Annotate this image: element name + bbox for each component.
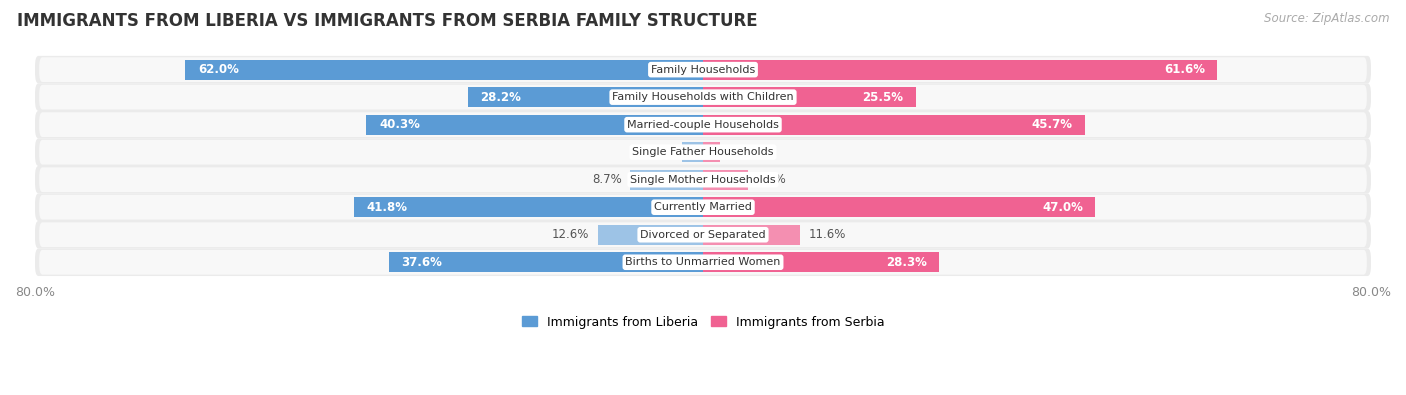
- Bar: [354, 198, 703, 217]
- Bar: [703, 115, 1084, 135]
- Bar: [186, 60, 703, 79]
- Bar: [367, 115, 703, 135]
- Text: 40.3%: 40.3%: [380, 118, 420, 131]
- FancyBboxPatch shape: [35, 111, 1371, 138]
- FancyBboxPatch shape: [39, 195, 1367, 220]
- FancyBboxPatch shape: [35, 83, 1371, 111]
- FancyBboxPatch shape: [35, 221, 1371, 248]
- Text: Currently Married: Currently Married: [654, 202, 752, 212]
- Bar: [598, 225, 703, 245]
- Text: Source: ZipAtlas.com: Source: ZipAtlas.com: [1264, 12, 1389, 25]
- Text: IMMIGRANTS FROM LIBERIA VS IMMIGRANTS FROM SERBIA FAMILY STRUCTURE: IMMIGRANTS FROM LIBERIA VS IMMIGRANTS FR…: [17, 12, 758, 30]
- FancyBboxPatch shape: [39, 222, 1367, 247]
- Legend: Immigrants from Liberia, Immigrants from Serbia: Immigrants from Liberia, Immigrants from…: [517, 310, 889, 333]
- Text: 28.2%: 28.2%: [479, 90, 522, 103]
- FancyBboxPatch shape: [39, 112, 1367, 137]
- Text: 45.7%: 45.7%: [1031, 118, 1071, 131]
- Text: Family Households: Family Households: [651, 65, 755, 75]
- Bar: [703, 252, 939, 272]
- Bar: [703, 87, 915, 107]
- Text: 11.6%: 11.6%: [808, 228, 845, 241]
- Text: 61.6%: 61.6%: [1164, 63, 1205, 76]
- Text: 62.0%: 62.0%: [198, 63, 239, 76]
- FancyBboxPatch shape: [39, 85, 1367, 109]
- Text: 2.5%: 2.5%: [644, 146, 673, 159]
- Bar: [630, 170, 703, 190]
- Text: Single Mother Households: Single Mother Households: [630, 175, 776, 185]
- Text: 2.0%: 2.0%: [728, 146, 758, 159]
- FancyBboxPatch shape: [35, 166, 1371, 194]
- Text: 37.6%: 37.6%: [402, 256, 443, 269]
- FancyBboxPatch shape: [39, 140, 1367, 165]
- Text: Single Father Households: Single Father Households: [633, 147, 773, 157]
- Text: Married-couple Households: Married-couple Households: [627, 120, 779, 130]
- FancyBboxPatch shape: [35, 56, 1371, 83]
- Text: Divorced or Separated: Divorced or Separated: [640, 230, 766, 240]
- Bar: [703, 170, 748, 190]
- Text: 28.3%: 28.3%: [886, 256, 927, 269]
- Bar: [703, 60, 1218, 79]
- Text: 5.4%: 5.4%: [756, 173, 786, 186]
- Bar: [703, 142, 720, 162]
- Bar: [682, 142, 703, 162]
- Text: 47.0%: 47.0%: [1042, 201, 1083, 214]
- Bar: [389, 252, 703, 272]
- Bar: [703, 225, 800, 245]
- FancyBboxPatch shape: [39, 250, 1367, 275]
- FancyBboxPatch shape: [35, 248, 1371, 276]
- Bar: [468, 87, 703, 107]
- Bar: [703, 198, 1095, 217]
- FancyBboxPatch shape: [39, 167, 1367, 192]
- FancyBboxPatch shape: [35, 138, 1371, 166]
- Text: Family Households with Children: Family Households with Children: [612, 92, 794, 102]
- Text: Births to Unmarried Women: Births to Unmarried Women: [626, 257, 780, 267]
- Text: 8.7%: 8.7%: [592, 173, 621, 186]
- FancyBboxPatch shape: [39, 57, 1367, 82]
- Text: 25.5%: 25.5%: [862, 90, 904, 103]
- Text: 41.8%: 41.8%: [367, 201, 408, 214]
- Text: 12.6%: 12.6%: [553, 228, 589, 241]
- FancyBboxPatch shape: [35, 194, 1371, 221]
